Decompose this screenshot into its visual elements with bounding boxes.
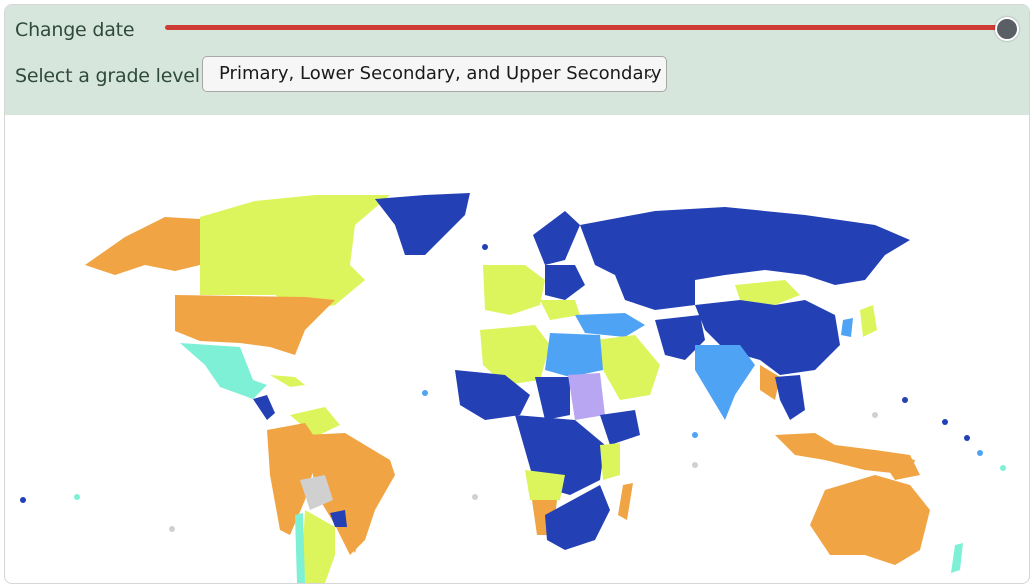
date-slider-track[interactable]	[165, 25, 1015, 30]
map-region-indonesia[interactable]	[775, 433, 915, 475]
map-dot-pacific-north[interactable]	[872, 412, 878, 418]
map-dot-south-pacific[interactable]	[169, 526, 175, 532]
grade-level-select[interactable]: Primary, Lower Secondary, and Upper Seco…	[202, 56, 667, 92]
map-region-chile[interactable]	[295, 513, 305, 583]
map-region-japan[interactable]	[860, 305, 877, 337]
map-region-india[interactable]	[695, 345, 755, 420]
map-dot-pacific[interactable]	[74, 494, 80, 500]
map-region-usa[interactable]	[175, 295, 335, 355]
map-dot-indian-ocean-2[interactable]	[692, 462, 698, 468]
map-region-north-africa-east[interactable]	[545, 333, 603, 377]
map-dot-pacific-east-2[interactable]	[964, 435, 970, 441]
map-region-caribbean[interactable]	[270, 375, 305, 387]
map-region-mexico[interactable]	[180, 343, 267, 399]
map-region-chad[interactable]	[535, 377, 570, 420]
map-region-turkey-iran[interactable]	[575, 313, 645, 337]
world-map	[5, 115, 1029, 583]
map-region-russia[interactable]	[580, 207, 910, 285]
map-region-uruguay[interactable]	[345, 535, 360, 553]
map-region-southern-africa[interactable]	[545, 485, 610, 550]
map-region-korea[interactable]	[841, 318, 853, 337]
map-region-ethiopia[interactable]	[600, 410, 640, 445]
map-dot-hawaii[interactable]	[20, 497, 26, 503]
map-region-balkans[interactable]	[540, 300, 580, 320]
map-dot-pacific-east-4[interactable]	[1000, 465, 1006, 471]
world-map-svg	[20, 193, 1006, 583]
map-region-central-america[interactable]	[253, 395, 275, 420]
map-region-paraguay[interactable]	[330, 510, 347, 527]
map-region-eastern-europe[interactable]	[545, 265, 585, 300]
grade-level-label: Select a grade level	[15, 65, 200, 87]
map-region-canada[interactable]	[200, 195, 390, 311]
map-dot-pacific-north-2[interactable]	[902, 397, 908, 403]
map-region-north-africa-west[interactable]	[480, 325, 550, 385]
date-slider-thumb[interactable]	[995, 17, 1019, 41]
map-region-indochina[interactable]	[775, 375, 805, 420]
map-region-venezuela[interactable]	[290, 407, 340, 437]
map-region-brazil[interactable]	[305, 433, 395, 555]
map-region-mongolia[interactable]	[735, 280, 800, 305]
map-region-southeast-asia[interactable]	[760, 365, 780, 400]
change-date-label: Change date	[15, 19, 135, 41]
map-region-colombia-peru[interactable]	[267, 423, 320, 535]
map-region-alaska[interactable]	[85, 217, 200, 275]
map-dot-atlantic-2[interactable]	[482, 244, 488, 250]
map-widget: Change date Select a grade level Primary…	[4, 4, 1030, 584]
map-region-arabia[interactable]	[595, 335, 660, 400]
map-region-papua[interactable]	[875, 450, 920, 480]
map-region-scandinavia[interactable]	[533, 211, 580, 265]
map-dot-south-atlantic[interactable]	[472, 494, 478, 500]
grade-level-select-value: Primary, Lower Secondary, and Upper Seco…	[219, 63, 662, 84]
map-dot-atlantic[interactable]	[422, 390, 428, 396]
map-region-east-africa[interactable]	[600, 443, 620, 480]
map-region-new-zealand[interactable]	[951, 543, 963, 573]
control-panel: Change date Select a grade level Primary…	[5, 5, 1029, 115]
chevron-down-icon: ⌄	[644, 66, 656, 82]
map-region-madagascar[interactable]	[618, 483, 633, 520]
map-dot-indian-ocean[interactable]	[692, 432, 698, 438]
map-dot-pacific-east-3[interactable]	[977, 450, 983, 456]
map-region-china[interactable]	[695, 300, 840, 375]
map-region-greenland[interactable]	[375, 193, 470, 255]
map-dot-pacific-east[interactable]	[942, 419, 948, 425]
map-region-australia[interactable]	[810, 475, 930, 565]
map-region-afghanistan-pakistan[interactable]	[655, 315, 705, 360]
map-region-bolivia[interactable]	[300, 475, 333, 510]
map-region-kazakhstan[interactable]	[615, 275, 695, 310]
map-region-sudan[interactable]	[568, 373, 605, 420]
map-region-argentina[interactable]	[303, 510, 335, 583]
map-region-western-europe[interactable]	[483, 265, 545, 315]
map-region-angola[interactable]	[525, 470, 565, 500]
map-region-west-africa[interactable]	[455, 370, 530, 420]
